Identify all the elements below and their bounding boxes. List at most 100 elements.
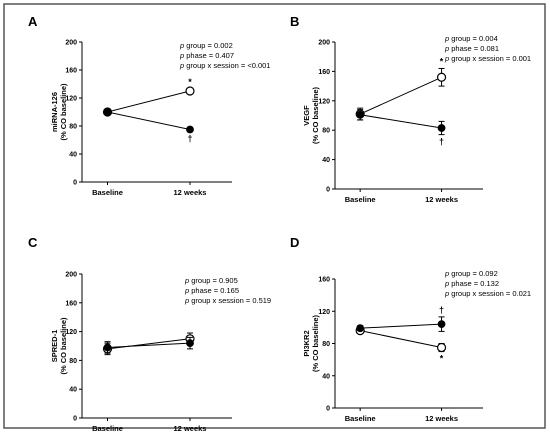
y-axis-label-line: VEGF: [302, 105, 311, 126]
y-tick-label: 40: [69, 387, 77, 394]
stat-value: group x session = <0.001: [184, 61, 270, 70]
y-tick-label: 120: [65, 329, 77, 336]
y-axis-label: SPRED-1(% CO baseline): [50, 317, 68, 375]
filled-circle-point: [437, 124, 446, 132]
y-axis-label-line: (% CO baseline): [311, 86, 320, 144]
stat-p-symbol: p: [444, 279, 449, 288]
open-circle-point: [436, 342, 447, 353]
filled-circle-point: [186, 339, 194, 348]
y-tick-label: 0: [326, 406, 330, 413]
panels: A 0 40 80 120 160 200 Baseline 12 weeks miRNA-126…: [28, 14, 531, 432]
series-line: [107, 90, 191, 113]
significance-mark: †: [187, 134, 192, 144]
significance-mark: *: [440, 354, 444, 364]
stat-p-symbol: p: [179, 51, 184, 60]
stat-p-symbol: p: [444, 34, 449, 43]
series-line: [107, 111, 191, 130]
filled-circle-point: [103, 343, 112, 352]
x-category-label: 12 weeks: [425, 195, 458, 204]
stat-p-symbol: p: [184, 276, 189, 285]
stat-line: p phase = 0.165: [184, 286, 239, 295]
y-tick-label: 160: [318, 277, 330, 284]
y-tick-label: 0: [73, 180, 77, 187]
stat-line: p group x session = 0.021: [444, 289, 531, 298]
panel-d: D 0 40 80 120 160 Baseline 12 weeks PI3KR2(% CO …: [290, 235, 531, 423]
panel-letter: D: [290, 235, 299, 250]
panel-b: B 0 40 80 120 160 200 Baseline 12 weeks VEGF(% CO…: [290, 14, 531, 204]
stat-p-symbol: p: [179, 61, 184, 70]
y-tick-label: 200: [65, 40, 77, 47]
series-line: [360, 114, 442, 129]
x-category-label: Baseline: [345, 414, 376, 423]
series-line: [107, 342, 191, 348]
y-axis-label: VEGF(% CO baseline): [302, 86, 320, 144]
significance-mark: *: [440, 56, 444, 66]
x-category-label: 12 weeks: [425, 414, 458, 423]
stat-line: p group x session = 0.001: [444, 54, 531, 63]
stat-value: group x session = 0.519: [189, 296, 271, 305]
filled-circle-point: [356, 324, 365, 333]
open-circle-point: [185, 86, 195, 96]
y-tick-label: 200: [65, 272, 77, 279]
filled-circle-point: [103, 108, 112, 116]
stat-line: p phase = 0.081: [444, 44, 499, 53]
x-category-label: Baseline: [92, 188, 123, 197]
y-tick-label: 80: [322, 128, 330, 135]
stat-value: group = 0.004: [449, 34, 498, 43]
panel-a: A 0 40 80 120 160 200 Baseline 12 weeks miRNA-126…: [28, 14, 270, 197]
y-axis-label-line: (% CO baseline): [59, 83, 68, 141]
stat-value: phase = 0.165: [189, 286, 239, 295]
stat-p-symbol: p: [184, 286, 189, 295]
significance-mark: *: [188, 77, 192, 87]
series-line: [360, 330, 442, 349]
stat-p-symbol: p: [184, 296, 189, 305]
y-tick-label: 120: [318, 98, 330, 105]
panel-letter: B: [290, 14, 299, 29]
y-axis-label-line: miRNA-126: [50, 92, 59, 132]
y-tick-label: 0: [73, 416, 77, 423]
stat-p-symbol: p: [444, 44, 449, 53]
stat-line: p phase = 0.132: [444, 279, 499, 288]
stat-value: phase = 0.407: [184, 51, 234, 60]
filled-circle-point: [437, 320, 446, 329]
filled-circle-point: [186, 125, 194, 134]
x-category-label: Baseline: [92, 424, 123, 432]
y-axis-label-line: (% CO baseline): [59, 317, 68, 375]
stat-line: p group = 0.004: [444, 34, 498, 43]
y-tick-label: 160: [318, 69, 330, 76]
y-tick-label: 40: [322, 157, 330, 164]
y-tick-label: 80: [69, 358, 77, 365]
y-tick-label: 80: [322, 341, 330, 348]
x-category-label: Baseline: [345, 195, 376, 204]
stat-p-symbol: p: [444, 269, 449, 278]
y-axis-label-line: PI3KR2: [302, 330, 311, 356]
filled-circle-point: [356, 110, 365, 119]
significance-mark: †: [439, 305, 444, 315]
stat-value: group = 0.092: [449, 269, 498, 278]
stat-p-symbol: p: [444, 289, 449, 298]
y-tick-label: 200: [318, 40, 330, 47]
y-axis-label: PI3KR2(% CO baseline): [302, 314, 320, 372]
stat-line: p group = 0.905: [184, 276, 238, 285]
stat-line: p group = 0.002: [179, 41, 233, 50]
y-axis-label-line: SPRED-1: [50, 330, 59, 363]
panel-letter: C: [28, 235, 38, 250]
y-tick-label: 160: [65, 68, 77, 75]
y-tick-label: 120: [318, 309, 330, 316]
stat-value: phase = 0.132: [449, 279, 499, 288]
stat-line: p group x session = <0.001: [179, 61, 270, 70]
stat-p-symbol: p: [179, 41, 184, 50]
stat-value: group x session = 0.001: [449, 54, 531, 63]
y-tick-label: 120: [65, 96, 77, 103]
panel-letter: A: [28, 14, 38, 29]
stat-p-symbol: p: [444, 54, 449, 63]
panel-c: C 0 40 80 120 160 200 Baseline 12 weeks SPRED-1(%…: [28, 235, 271, 432]
open-circle-point: [436, 72, 447, 82]
y-tick-label: 40: [322, 373, 330, 380]
x-category-label: 12 weeks: [174, 188, 207, 197]
series-line: [359, 76, 442, 115]
series-line: [360, 323, 442, 329]
figure-frame: [3, 3, 546, 429]
stat-value: group = 0.905: [189, 276, 238, 285]
